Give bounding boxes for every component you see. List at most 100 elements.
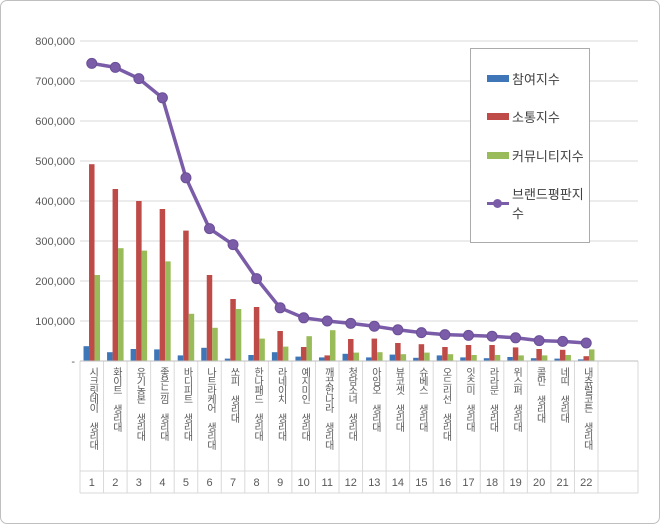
bar-소통지수: [489, 345, 495, 361]
bar-커뮤니티지수: [282, 346, 289, 361]
y-tick-label: 400,000: [35, 196, 75, 208]
bar-참여지수: [107, 352, 113, 361]
rank-label: 9: [277, 477, 283, 489]
line-marker: [415, 327, 427, 339]
y-tick-label: 300,000: [35, 236, 75, 248]
y-tick-label: 700,000: [35, 76, 75, 88]
bar-소통지수: [418, 344, 425, 361]
bar-커뮤니티지수: [447, 354, 454, 361]
bar-소통지수: [371, 338, 378, 361]
line-marker: [463, 329, 474, 341]
line-marker: [156, 92, 168, 104]
community-swatch-icon: [487, 151, 509, 159]
legend-label: 브랜드평판지수: [512, 187, 584, 222]
participation-swatch-icon: [487, 74, 509, 82]
rank-label: 1: [89, 477, 95, 489]
bar-소통지수: [277, 331, 283, 361]
line-marker: [510, 332, 522, 344]
bar-참여지수: [295, 356, 301, 361]
line-marker: [133, 73, 145, 85]
bar-참여지수: [554, 358, 560, 361]
line-marker: [557, 335, 569, 347]
line-marker: [345, 317, 357, 329]
line-marker-dot-icon: [493, 198, 502, 208]
rank-label: 20: [533, 477, 545, 489]
line-marker: [227, 239, 239, 251]
bar-참여지수: [130, 349, 137, 361]
legend: 참여지수 소통지수 커뮤니티지수 브랜드평판지수: [470, 48, 590, 243]
y-tick-label: 800,000: [35, 36, 75, 48]
bar-커뮤니티지수: [306, 336, 312, 361]
line-marker: [298, 312, 310, 324]
rank-label: 5: [183, 477, 189, 489]
rank-label: 3: [136, 477, 142, 489]
line-marker: [486, 330, 498, 342]
bar-커뮤니티지수: [141, 250, 148, 361]
bar-참여지수: [271, 352, 278, 361]
bar-소통지수: [465, 345, 472, 361]
line-marker: [533, 335, 545, 347]
communication-swatch-icon: [487, 113, 509, 121]
legend-item-brand-reputation: 브랜드평판지수: [487, 184, 585, 222]
bar-소통지수: [230, 299, 236, 361]
line-marker: [251, 273, 263, 285]
bar-참여지수: [318, 357, 325, 361]
bar-참여지수: [224, 358, 231, 361]
bar-참여지수: [507, 357, 513, 361]
bar-참여지수: [413, 357, 419, 361]
line-marker: [392, 324, 404, 336]
legend-label: 커뮤니티지수: [512, 148, 584, 164]
legend-item-communication: 소통지수: [487, 107, 585, 126]
legend-item-participation: 참여지수: [487, 69, 585, 88]
bar-커뮤니티지수: [259, 338, 265, 361]
bar-소통지수: [159, 209, 166, 361]
line-marker: [580, 337, 592, 349]
bar-커뮤니티지수: [400, 354, 407, 361]
bar-소통지수: [442, 347, 448, 361]
line-marker: [86, 57, 98, 69]
bar-커뮤니티지수: [235, 309, 242, 361]
bar-참여지수: [436, 355, 443, 361]
bar-커뮤니티지수: [188, 313, 195, 361]
bar-참여지수: [342, 353, 349, 361]
bar-소통지수: [253, 307, 260, 361]
rank-label: 10: [298, 477, 310, 489]
legend-label: 소통지수: [512, 110, 560, 126]
y-tick-label: 100,000: [35, 316, 75, 328]
bar-커뮤니티지수: [353, 352, 360, 361]
line-marker: [439, 329, 451, 341]
bar-커뮤니티지수: [565, 355, 571, 361]
bar-소통지수: [89, 164, 95, 361]
line-marker: [321, 315, 333, 327]
rank-label: 15: [415, 477, 427, 489]
bar-커뮤니티지수: [377, 352, 383, 361]
rank-label: 2: [112, 477, 118, 489]
bar-소통지수: [112, 189, 119, 361]
rank-label: 14: [392, 477, 404, 489]
bar-소통지수: [183, 230, 189, 361]
rank-label: 7: [230, 477, 236, 489]
bar-참여지수: [154, 349, 160, 361]
bar-커뮤니티지수: [94, 275, 101, 361]
rank-label: 4: [159, 477, 165, 489]
bar-소통지수: [536, 349, 542, 361]
bar-커뮤니티지수: [471, 355, 477, 361]
bar-커뮤니티지수: [118, 248, 124, 361]
bar-커뮤니티지수: [329, 330, 336, 361]
y-tick-label: 200,000: [35, 276, 75, 288]
line-marker: [274, 302, 286, 314]
legend-item-community: 커뮤니티지수: [487, 146, 585, 165]
bar-참여지수: [483, 358, 490, 361]
bar-커뮤니티지수: [541, 355, 548, 361]
rank-label: 8: [254, 477, 260, 489]
legend-label: 참여지수: [512, 71, 560, 87]
bar-커뮤니티지수: [424, 352, 430, 361]
bar-소통지수: [136, 201, 142, 361]
bar-참여지수: [460, 357, 466, 361]
bar-커뮤니티지수: [588, 349, 595, 361]
bar-소통지수: [583, 356, 589, 361]
y-tick-label: 600,000: [35, 116, 75, 128]
line-marker: [368, 320, 380, 332]
rank-label: 16: [439, 477, 451, 489]
